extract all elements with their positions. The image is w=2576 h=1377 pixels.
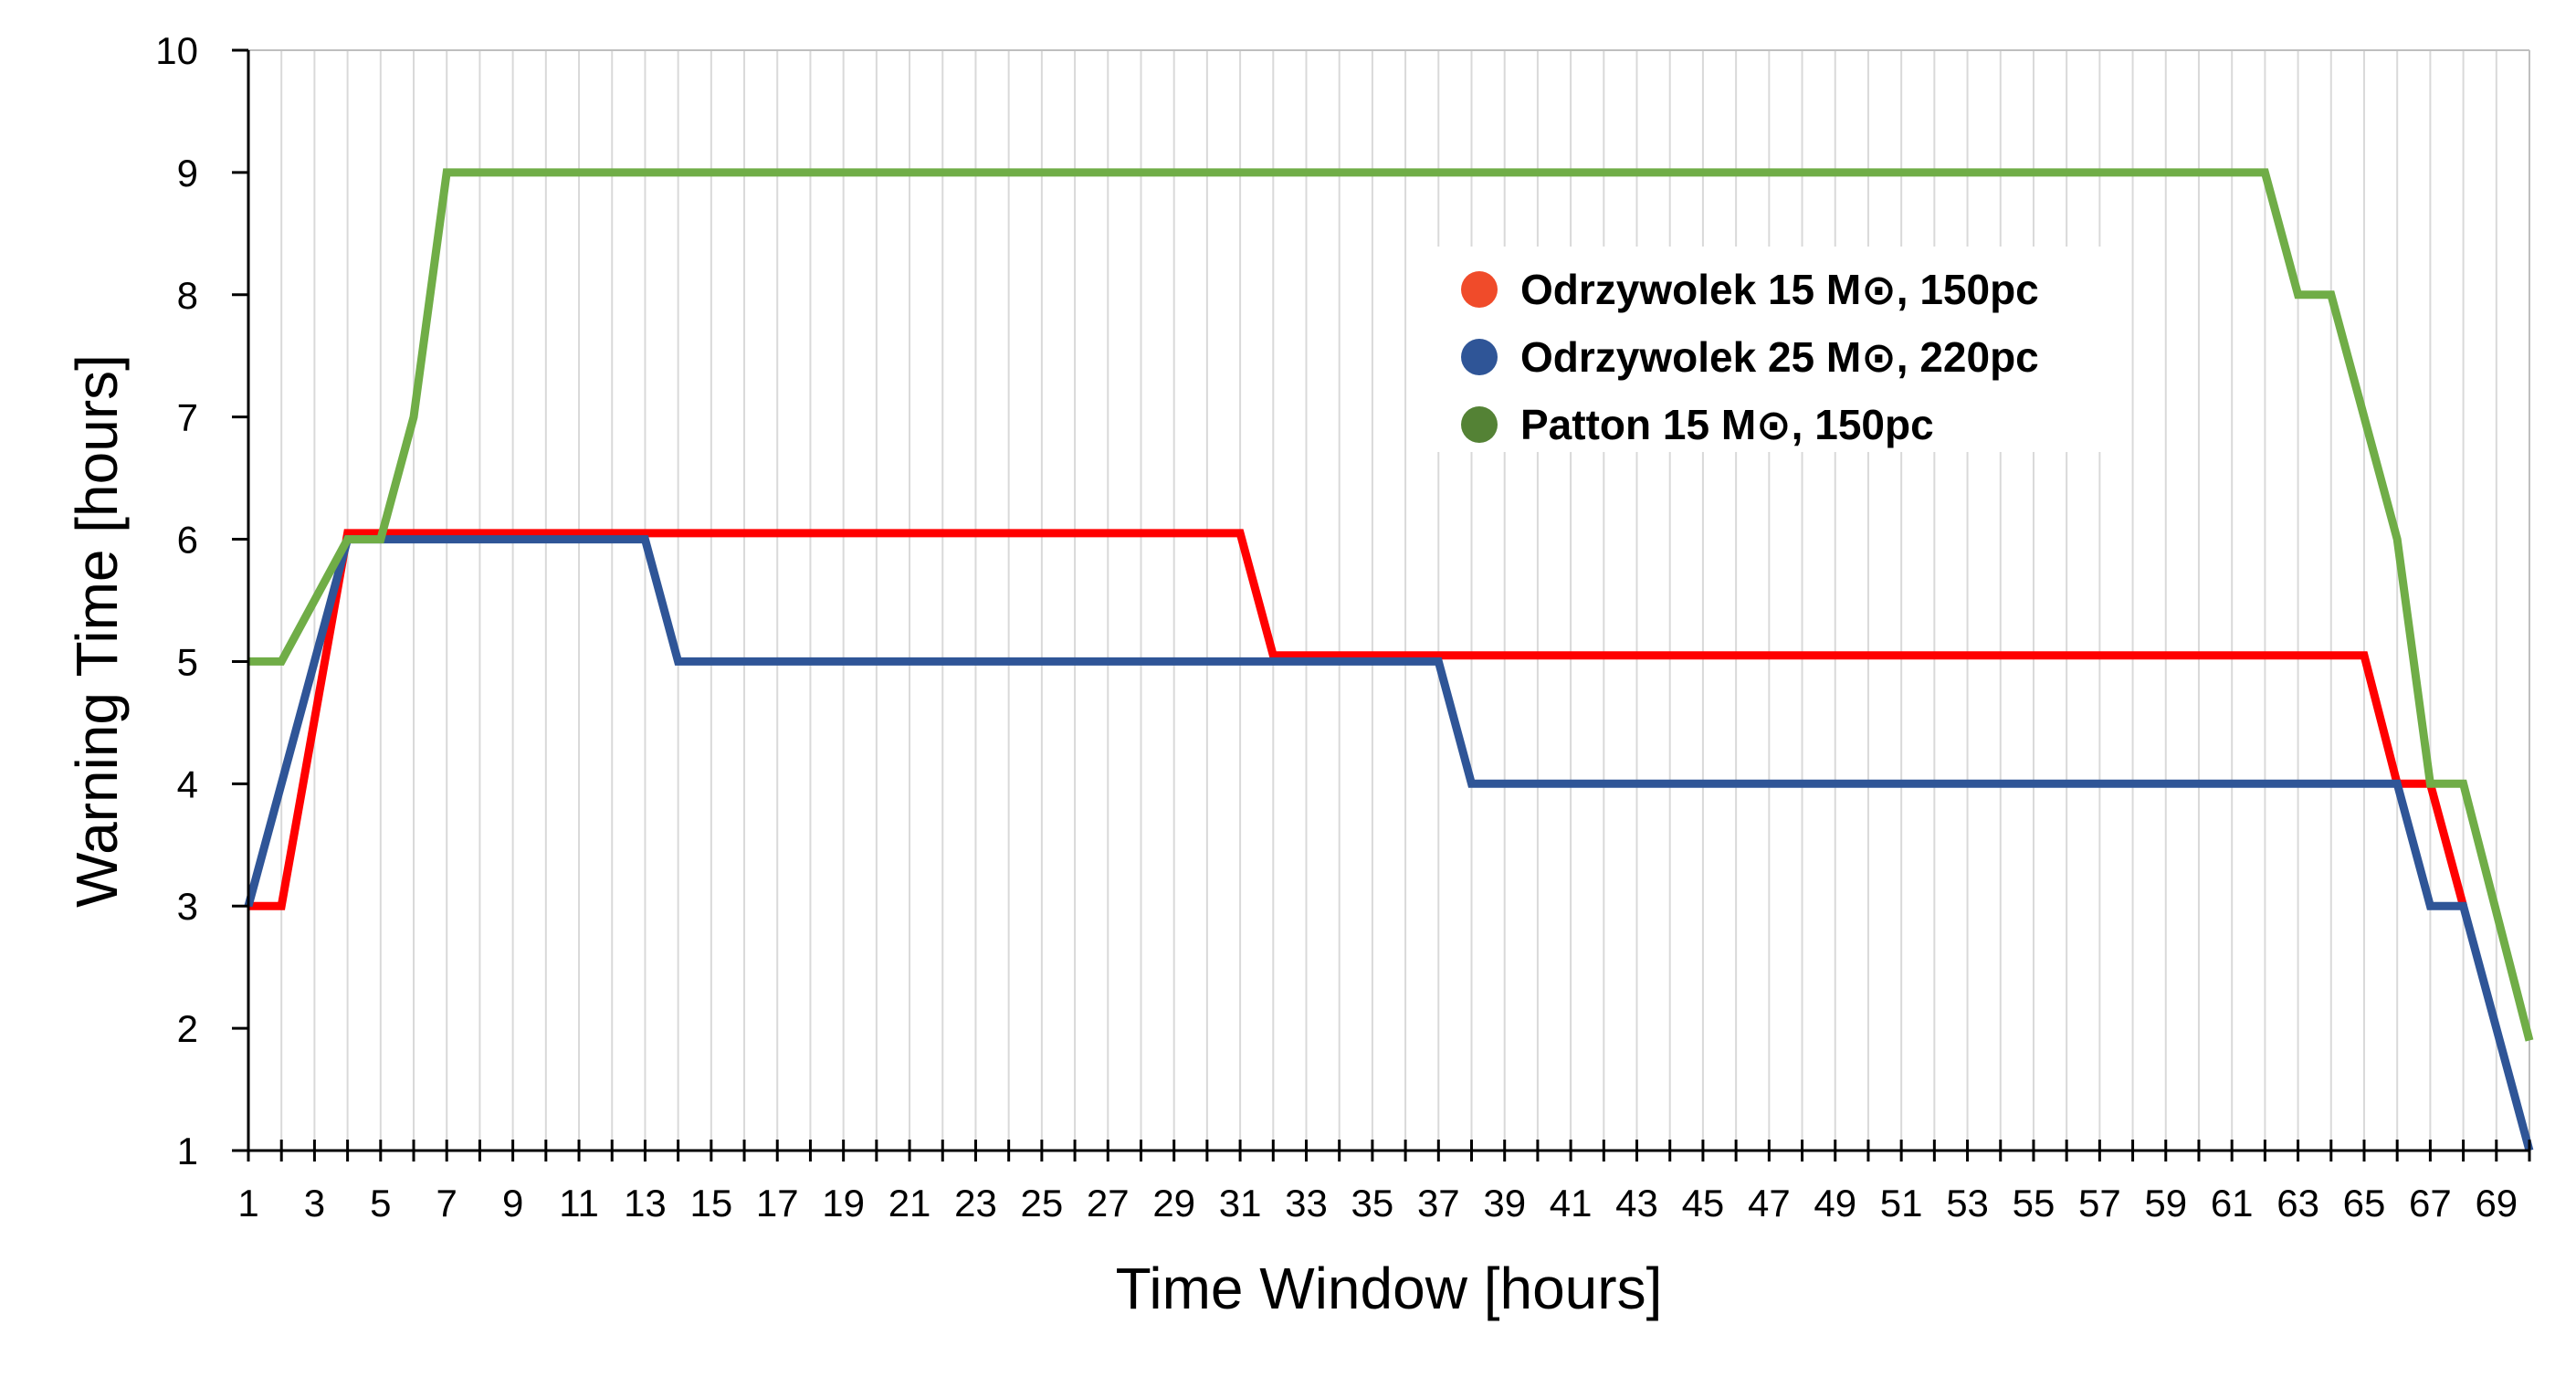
vertical-gridlines xyxy=(280,50,2530,1151)
y-tick-label: 5 xyxy=(177,640,198,683)
x-tick-label: 7 xyxy=(436,1182,457,1225)
y-tick-label: 1 xyxy=(177,1130,198,1172)
x-tick-label: 39 xyxy=(1483,1182,1526,1225)
x-tick-label: 49 xyxy=(1814,1182,1856,1225)
x-tick-label: 63 xyxy=(2276,1182,2319,1225)
x-tick-label: 55 xyxy=(2013,1182,2056,1225)
y-tick-label: 7 xyxy=(177,396,198,439)
y-tick-label: 10 xyxy=(155,29,198,72)
y-axis-title: Warning Time [hours] xyxy=(64,354,130,908)
x-tick-label: 57 xyxy=(2078,1182,2121,1225)
x-tick-labels: 1 3 5 7 9 11 13 15 17 19 21 23 25 27 29 31 33 35 37 39 41 43 4… xyxy=(237,1182,2518,1225)
x-tick-label: 61 xyxy=(2211,1182,2254,1225)
legend-label-odrzywolek-25: Odrzywolek 25 M⊙, 220pc xyxy=(1520,333,2039,381)
x-tick-label: 33 xyxy=(1285,1182,1328,1225)
x-tick-label: 21 xyxy=(888,1182,931,1225)
x-tick-label: 47 xyxy=(1748,1182,1791,1225)
x-tick-label: 41 xyxy=(1550,1182,1593,1225)
series-line-1 xyxy=(248,529,2467,910)
x-axis-title: Time Window [hours] xyxy=(1116,1256,1663,1321)
x-tick-label: 15 xyxy=(689,1182,732,1225)
x-tick-label: 69 xyxy=(2475,1182,2518,1225)
x-tick-label: 27 xyxy=(1087,1182,1130,1225)
x-tick-label: 59 xyxy=(2144,1182,2187,1225)
x-tick-label: 43 xyxy=(1615,1182,1658,1225)
x-tick-label: 25 xyxy=(1021,1182,1064,1225)
x-tick-label: 13 xyxy=(624,1182,667,1225)
x-tick-label: 3 xyxy=(304,1182,325,1225)
x-tick-label: 45 xyxy=(1682,1182,1725,1225)
x-tick-label: 53 xyxy=(1946,1182,1989,1225)
y-tick-label: 2 xyxy=(177,1007,198,1050)
x-tick-label: 65 xyxy=(2343,1182,2386,1225)
legend-label-odrzywolek-15: Odrzywolek 15 M⊙, 150pc xyxy=(1520,266,2039,313)
x-tick-label: 17 xyxy=(756,1182,799,1225)
legend-background xyxy=(1411,247,2114,452)
legend-marker-patton-15 xyxy=(1461,406,1498,443)
y-tick-label: 9 xyxy=(177,152,198,194)
y-tick-labels: 1 2 3 4 5 6 7 8 9 10 xyxy=(155,29,198,1172)
x-tick-label: 19 xyxy=(822,1182,865,1225)
x-tick-label: 1 xyxy=(237,1182,258,1225)
axes xyxy=(232,48,2531,1162)
x-tick-label: 29 xyxy=(1152,1182,1195,1225)
x-tick-label: 67 xyxy=(2409,1182,2452,1225)
legend-marker-odrzywolek-15 xyxy=(1461,271,1498,308)
y-tick-label: 3 xyxy=(177,885,198,928)
y-tick-label: 8 xyxy=(177,274,198,317)
series-line-3 xyxy=(248,168,2534,1042)
series-line-2 xyxy=(244,535,2534,1152)
legend: Odrzywolek 15 M⊙, 150pc Odrzywolek 25 M⊙… xyxy=(1411,247,2114,452)
series-lines xyxy=(244,168,2534,1152)
x-tick-label: 23 xyxy=(954,1182,997,1225)
plot-frame xyxy=(248,49,2530,1151)
x-tick-label: 11 xyxy=(559,1182,599,1225)
y-tick-label: 4 xyxy=(177,762,198,805)
legend-label-patton-15: Patton 15 M⊙, 150pc xyxy=(1520,401,1934,448)
x-tick-label: 51 xyxy=(1880,1182,1923,1225)
y-tick-label: 6 xyxy=(177,519,198,562)
x-tick-label: 31 xyxy=(1219,1182,1262,1225)
x-tick-label: 37 xyxy=(1417,1182,1460,1225)
x-tick-label: 35 xyxy=(1351,1182,1394,1225)
x-tick-label: 9 xyxy=(502,1182,523,1225)
legend-marker-odrzywolek-25 xyxy=(1461,339,1498,375)
x-tick-label: 5 xyxy=(370,1182,391,1225)
